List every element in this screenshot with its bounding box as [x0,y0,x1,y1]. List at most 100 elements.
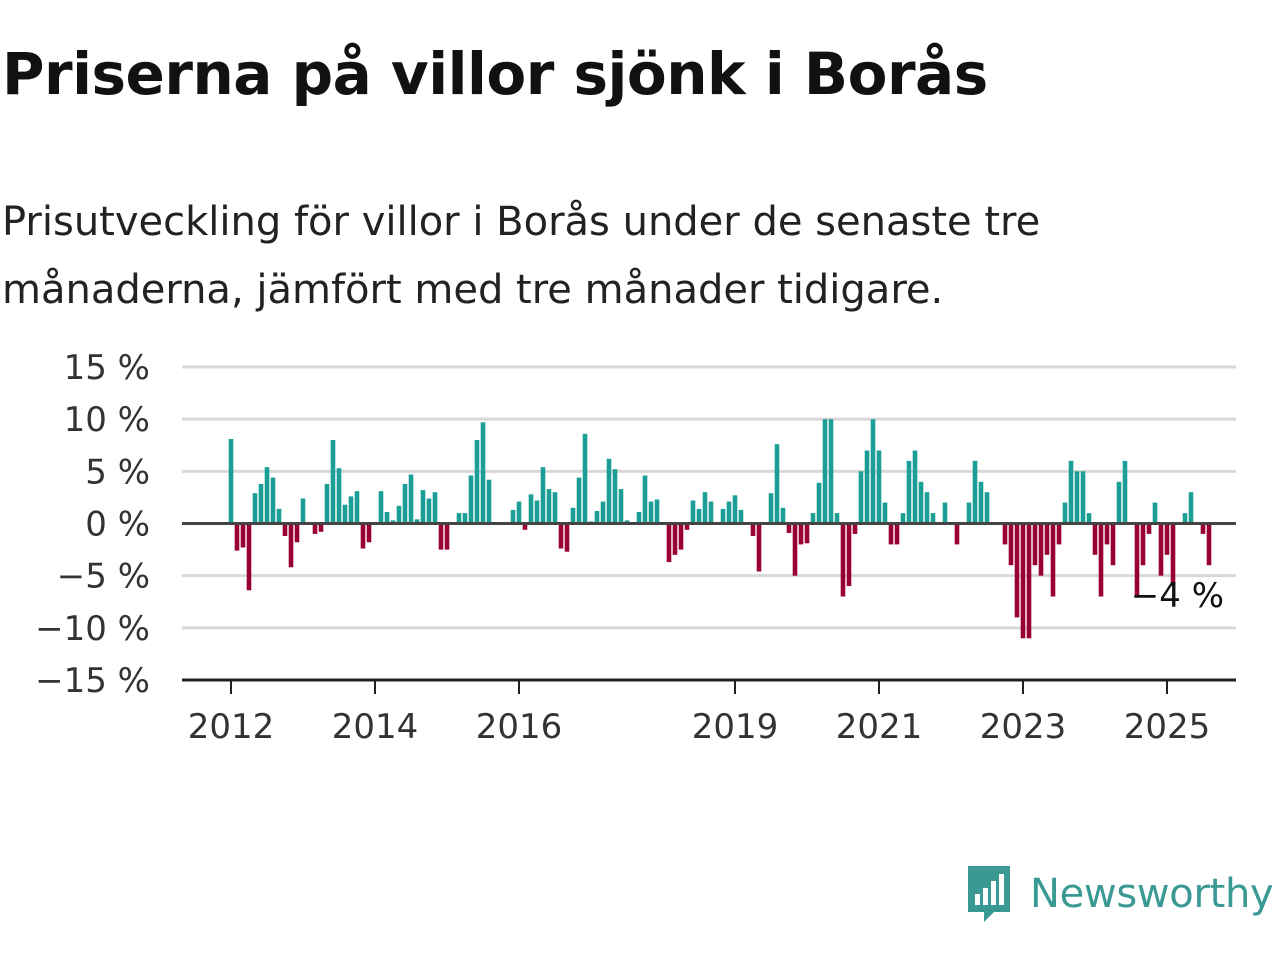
bar [636,512,642,524]
x-tick-label: 2023 [980,707,1067,747]
bar [1008,523,1014,566]
bar [384,512,390,524]
bar [864,450,870,524]
bar [756,523,762,572]
bar [1068,460,1074,524]
bar [708,501,714,524]
bar [642,475,648,524]
bar [666,523,672,563]
bar [618,489,624,524]
bar [546,489,552,524]
bar [438,523,444,550]
bar [972,460,978,524]
bar [1038,523,1044,576]
bar [924,492,930,524]
bar [882,502,888,524]
bar [774,444,780,524]
bar [822,419,828,524]
bar [264,467,270,524]
bar [510,509,516,524]
x-tick-label: 2025 [1124,707,1211,747]
bar [468,475,474,524]
bar [1002,523,1008,545]
bar [858,471,864,524]
bar [528,494,534,524]
bar [1092,523,1098,555]
bar [456,513,462,524]
bar [672,523,678,555]
bar [828,419,834,524]
bar [336,468,342,524]
bar [1020,523,1026,639]
bar [330,440,336,524]
bar [984,492,990,524]
bar [852,523,858,534]
bar [558,523,564,549]
bar [432,492,438,524]
brand-name: Newsworthy [1030,871,1274,917]
bar [1158,523,1164,576]
y-tick-label: −15 % [35,661,150,701]
x-tick-label: 2021 [836,707,923,747]
bar [942,502,948,524]
bar [312,523,318,534]
bar [702,492,708,524]
bar [1182,513,1188,524]
bar [240,523,246,548]
bar [1206,523,1212,566]
bar [408,474,414,524]
bar [840,523,846,597]
bar [792,523,798,576]
bar [1014,523,1020,618]
bar [1164,523,1170,555]
bar [426,498,432,524]
bar [564,523,570,552]
bar [684,523,690,530]
bar [696,508,702,524]
bar [294,523,300,543]
bar [522,523,528,530]
bar [804,523,810,544]
y-tick-label: 15 % [64,348,150,388]
bar [810,513,816,524]
bar [606,458,612,524]
x-tick-label: 2019 [692,707,779,747]
bar [1134,523,1140,597]
bar [1170,523,1176,587]
newsworthy-logo: Newsworthy [964,862,1274,926]
bar [678,523,684,550]
bar [1056,523,1062,545]
bar [816,482,822,524]
bar [900,513,906,524]
bar [1122,460,1128,524]
bar [768,493,774,524]
bar [366,523,372,543]
bar [342,504,348,524]
bar [1074,471,1080,524]
bar [300,498,306,524]
bar [480,422,486,524]
bar [930,513,936,524]
bar [1152,502,1158,524]
bar [246,523,252,591]
bar [834,513,840,524]
bar [798,523,804,545]
last-value-label: −4 % [1131,576,1224,616]
bar [1080,471,1086,524]
bar [738,509,744,524]
y-tick-label: 0 % [85,505,150,545]
bar [720,508,726,524]
bar [1110,523,1116,566]
bar [1050,523,1056,597]
bar [576,477,582,524]
bar [1086,513,1092,524]
bar [594,511,600,524]
bar [1200,523,1206,534]
bar [978,481,984,524]
bar [1098,523,1104,597]
chart-subtitle: Prisutveckling för villor i Borås under … [2,199,1041,313]
bar [786,523,792,533]
bar [348,496,354,524]
bar [570,507,576,524]
bar [624,520,630,524]
